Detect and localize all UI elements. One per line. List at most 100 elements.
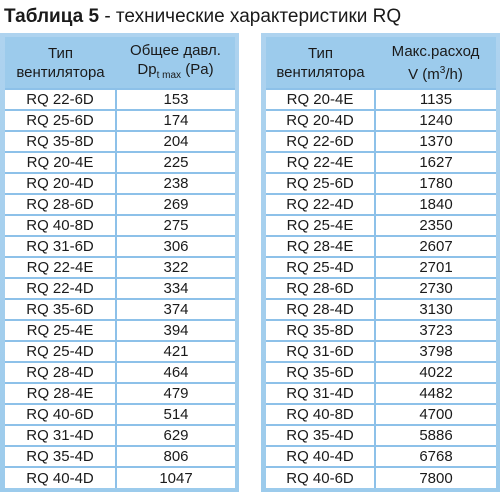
value-cell: 306	[116, 235, 235, 257]
header-unit: (Pa)	[181, 60, 214, 78]
table-header-row: Тип вентилятора Общее давл. Dpt max (Pa)	[5, 37, 235, 89]
table-row: RQ 20-4D 238	[5, 172, 235, 194]
value-cell: 3130	[375, 298, 496, 320]
table-row: RQ 40-4D 6768	[266, 445, 496, 467]
value-cell: 1370	[375, 130, 496, 152]
value-cell: 4482	[375, 382, 496, 404]
fan-type-cell: RQ 25-6D	[5, 109, 117, 131]
header-fan-type: Тип вентилятора	[266, 37, 375, 89]
fan-type-cell: RQ 31-4D	[266, 382, 376, 404]
table-row: RQ 25-4D 2701	[266, 256, 496, 278]
value-cell: 421	[116, 340, 235, 362]
table-row: RQ 25-4E 394	[5, 319, 235, 341]
table-row: RQ 35-8D 204	[5, 130, 235, 152]
table-row: RQ 31-6D 306	[5, 235, 235, 257]
table-row: RQ 28-4E 479	[5, 382, 235, 404]
header-line: вентилятора	[16, 63, 105, 81]
table-row: RQ 22-6D 153	[5, 88, 235, 110]
table-row: RQ 28-4D 464	[5, 361, 235, 383]
fan-type-cell: RQ 25-4D	[5, 340, 117, 362]
pressure-table: Тип вентилятора Общее давл. Dpt max (Pa)…	[5, 37, 235, 488]
fan-type-cell: RQ 25-6D	[266, 172, 376, 194]
fan-type-cell: RQ 40-4D	[5, 466, 117, 488]
table-row: RQ 28-4E 2607	[266, 235, 496, 257]
fan-type-cell: RQ 28-4E	[266, 235, 376, 257]
fan-type-cell: RQ 35-4D	[266, 424, 376, 446]
fan-type-cell: RQ 35-6D	[266, 361, 376, 383]
table-row: RQ 22-6D 1370	[266, 130, 496, 152]
value-cell: 2607	[375, 235, 496, 257]
fan-type-cell: RQ 22-4D	[266, 193, 376, 215]
value-cell: 1840	[375, 193, 496, 215]
page-title: Таблица 5 - технические характеристики R…	[4, 2, 401, 32]
value-cell: 1780	[375, 172, 496, 194]
value-cell: 1627	[375, 151, 496, 173]
value-cell: 5886	[375, 424, 496, 446]
fan-type-cell: RQ 25-4E	[266, 214, 376, 236]
table-row: RQ 40-4D 1047	[5, 466, 235, 488]
value-cell: 806	[116, 445, 235, 467]
table-row: RQ 40-6D 514	[5, 403, 235, 425]
fan-type-cell: RQ 28-4D	[266, 298, 376, 320]
table-row: RQ 22-4E 1627	[266, 151, 496, 173]
right-table-panel: Тип вентилятора Макс.расход V (m3/h) RQ …	[261, 33, 500, 492]
table-row: RQ 31-6D 3798	[266, 340, 496, 362]
value-cell: 6768	[375, 445, 496, 467]
value-cell: 394	[116, 319, 235, 341]
table-row: RQ 20-4E 225	[5, 151, 235, 173]
table-separator	[239, 33, 261, 492]
fan-type-cell: RQ 22-4E	[266, 151, 376, 173]
value-cell: 2730	[375, 277, 496, 299]
table-row: RQ 20-4D 1240	[266, 109, 496, 131]
fan-type-cell: RQ 40-8D	[266, 403, 376, 425]
value-cell: 4700	[375, 403, 496, 425]
fan-type-cell: RQ 22-6D	[266, 130, 376, 152]
fan-type-cell: RQ 31-4D	[5, 424, 117, 446]
value-cell: 174	[116, 109, 235, 131]
value-cell: 238	[116, 172, 235, 194]
fan-type-cell: RQ 35-8D	[5, 130, 117, 152]
table-row: RQ 20-4E 1135	[266, 88, 496, 110]
header-total-pressure: Общее давл. Dpt max (Pa)	[116, 37, 235, 89]
value-cell: 1047	[116, 466, 235, 488]
table-row: RQ 25-4D 421	[5, 340, 235, 362]
header-line: Тип	[47, 44, 73, 62]
value-cell: 153	[116, 88, 235, 110]
value-cell: 4022	[375, 361, 496, 383]
header-unit: /h)	[445, 65, 463, 83]
table-row: RQ 25-6D 1780	[266, 172, 496, 194]
table-row: RQ 35-8D 3723	[266, 319, 496, 341]
flow-table: Тип вентилятора Макс.расход V (m3/h) RQ …	[266, 37, 496, 488]
table-row: RQ 28-4D 3130	[266, 298, 496, 320]
header-symbol: Dp	[137, 60, 157, 78]
table-header-row: Тип вентилятора Макс.расход V (m3/h)	[266, 37, 496, 89]
fan-type-cell: RQ 40-6D	[266, 466, 376, 488]
value-cell: 374	[116, 298, 235, 320]
fan-type-cell: RQ 40-6D	[5, 403, 117, 425]
table-row: RQ 28-6D 269	[5, 193, 235, 215]
title-text: - технические характеристики RQ	[99, 6, 402, 27]
left-table-panel: Тип вентилятора Общее давл. Dpt max (Pa)…	[0, 33, 239, 492]
fan-type-cell: RQ 40-8D	[5, 214, 117, 236]
fan-type-cell: RQ 28-6D	[266, 277, 376, 299]
flow-table-body: RQ 20-4E 1135 RQ 20-4D 1240 RQ 22-6D 1370 RQ 2…	[266, 88, 496, 488]
header-line: вентилятора	[276, 63, 365, 81]
table-row: RQ 35-6D 374	[5, 298, 235, 320]
fan-type-cell: RQ 35-4D	[5, 445, 117, 467]
table-row: RQ 40-8D 4700	[266, 403, 496, 425]
pressure-table-body: RQ 22-6D 153 RQ 25-6D 174 RQ 35-8D 204 RQ 20-4…	[5, 88, 235, 488]
value-cell: 479	[116, 382, 235, 404]
value-cell: 3798	[375, 340, 496, 362]
value-cell: 7800	[375, 466, 496, 488]
fan-type-cell: RQ 20-4E	[5, 151, 117, 173]
value-cell: 629	[116, 424, 235, 446]
value-cell: 464	[116, 361, 235, 383]
value-cell: 269	[116, 193, 235, 215]
table-row: RQ 25-6D 174	[5, 109, 235, 131]
fan-type-cell: RQ 22-4D	[5, 277, 117, 299]
fan-type-cell: RQ 22-4E	[5, 256, 117, 278]
header-line: Макс.расход	[391, 42, 480, 60]
header-line: Тип	[307, 44, 333, 62]
value-cell: 1240	[375, 109, 496, 131]
table-row: RQ 25-4E 2350	[266, 214, 496, 236]
